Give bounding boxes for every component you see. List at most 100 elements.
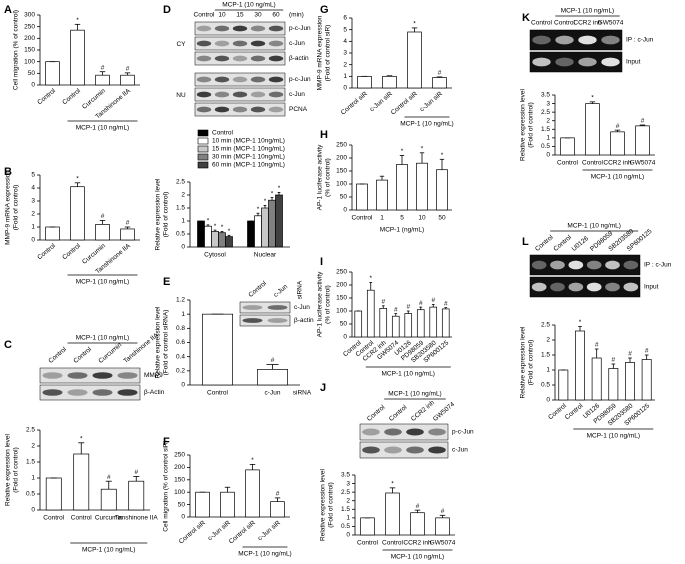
bar <box>268 199 276 248</box>
significance-mark: # <box>612 357 616 364</box>
significance-mark: * <box>76 176 79 183</box>
bar <box>360 517 375 536</box>
significance-mark: # <box>394 306 398 313</box>
lane-label: U0126 <box>571 235 590 253</box>
blot-band <box>531 282 547 292</box>
blot-band <box>196 40 212 47</box>
blot-band <box>550 260 565 270</box>
significance-mark: * <box>369 275 372 282</box>
significance-mark: * <box>228 228 231 235</box>
panel-letter: F <box>163 436 170 448</box>
blot-strip <box>239 301 291 314</box>
y-axis-label: MMP-9 mRNA expression <box>317 15 324 90</box>
blot-band <box>242 318 263 323</box>
lane-label: Control <box>554 20 576 27</box>
blot-band <box>605 260 620 270</box>
significance-mark: # <box>595 342 599 349</box>
significance-mark: * <box>441 152 444 159</box>
blot-band <box>406 446 424 454</box>
bar <box>416 162 428 211</box>
x-tick-label: Control <box>357 540 379 547</box>
blot-band <box>196 91 212 98</box>
x-tick-label: GW5074 <box>630 160 656 167</box>
significance-mark: * <box>214 223 217 230</box>
bar <box>641 359 652 401</box>
y-axis-label: Relative expression level <box>155 306 162 378</box>
x-tick-label: Control <box>43 515 65 522</box>
bar <box>575 330 585 401</box>
blot-strip <box>359 441 449 459</box>
group-label: MCP-1 (10 ng/mL) <box>591 174 644 181</box>
y-tick-label: 4 <box>343 38 347 45</box>
y-axis-label: Relative expression level <box>520 89 527 161</box>
y-tick-label: 1.5 <box>341 506 350 513</box>
blot-band <box>532 57 551 67</box>
bar <box>585 103 600 156</box>
x-tick-label: Control <box>557 160 579 167</box>
panel-letter: C <box>4 339 12 351</box>
blot-band <box>196 76 212 83</box>
y-axis-label: (Fold of control) <box>163 192 170 238</box>
y-tick-label: 0 <box>343 85 347 92</box>
blot-band <box>196 55 212 62</box>
y-axis-label: Cell migration (% of control siR) <box>163 440 170 531</box>
blot-band <box>232 40 248 47</box>
bar <box>608 368 619 401</box>
significance-mark: * <box>251 457 254 464</box>
y-tick-label: 1 <box>546 367 550 374</box>
blot-band <box>214 40 230 47</box>
blot-row-label: c-Jun <box>289 40 305 47</box>
bar <box>376 179 388 211</box>
legend-swatch <box>197 145 209 153</box>
y-tick-label: 150 <box>174 477 185 484</box>
x-tick-label: Control <box>61 242 82 261</box>
group-label: MCP-1 (10 ng/mL) <box>587 433 640 440</box>
blot-band <box>578 57 597 67</box>
y-tick-label: 3 <box>346 480 350 487</box>
blot-band <box>67 389 88 396</box>
panel-letter: K <box>522 12 530 24</box>
y-tick-label: 0.8 <box>176 325 185 332</box>
y-axis-label: (Fold of control) <box>328 482 335 528</box>
significance-mark: * <box>207 218 210 225</box>
y-tick-label: 200 <box>24 35 35 42</box>
blot-band <box>267 318 288 323</box>
blot-band <box>42 372 63 379</box>
x-tick-label: Control <box>582 160 604 167</box>
bar <box>436 169 448 211</box>
y-tick-label: 250 <box>174 452 185 459</box>
significance-mark: * <box>413 21 416 28</box>
blot-band <box>232 76 248 83</box>
blot-header: MCP-1 (10 ng/mL) <box>76 335 129 342</box>
blot-band <box>268 76 284 83</box>
x-tick-label: 50 <box>438 215 446 222</box>
lane-label: Control <box>47 346 68 365</box>
lane-label: CCR2 inh <box>573 20 602 27</box>
bar <box>45 61 60 86</box>
y-tick-label: 250 <box>336 142 347 149</box>
y-tick-label: 200 <box>336 155 347 162</box>
y-tick-label: 2.5 <box>541 109 550 116</box>
blot-band <box>196 25 212 32</box>
blot-band <box>623 260 639 270</box>
blot-band <box>428 446 446 454</box>
blot-strip <box>529 51 623 73</box>
blot-header: MCP-1 (10 ng/mL) <box>222 2 275 9</box>
group-label: MCP-1 (10 ng/mL) <box>400 121 453 128</box>
group-label: MCP-1 (10 ng/mL) <box>76 279 129 286</box>
x-tick-label: GW5074 <box>430 540 456 547</box>
bar <box>558 369 569 401</box>
y-tick-label: 100 <box>174 489 185 496</box>
group-label: MCP-1 (10 ng/mL) <box>238 551 291 558</box>
bar <box>100 488 117 511</box>
lane-label: Control <box>72 346 93 365</box>
blot-strip <box>529 254 641 276</box>
legend-swatch <box>197 129 209 137</box>
blot-band <box>568 282 584 292</box>
blot-strip <box>39 367 141 384</box>
significance-mark: * <box>591 95 594 102</box>
y-tick-label: 0.2 <box>176 368 185 375</box>
y-tick-label: 3 <box>31 198 35 205</box>
x-tick-label: Curcumin <box>95 515 123 522</box>
significance-mark: # <box>126 220 130 227</box>
